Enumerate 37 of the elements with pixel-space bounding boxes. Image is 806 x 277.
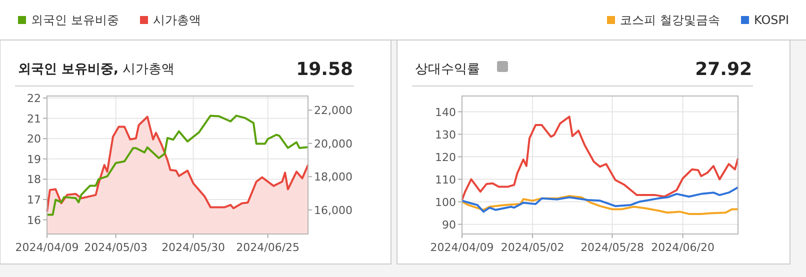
y-tick-label: 140 — [435, 106, 456, 119]
x-tick-label: 2024/04/09 — [430, 241, 494, 254]
y-tick-label: 22 — [27, 92, 41, 106]
y-tick-label: 130 — [435, 128, 456, 142]
line-series — [461, 186, 739, 213]
x-tick-label: 2024/04/09 — [15, 241, 79, 254]
y-tick-label: 21 — [27, 112, 41, 126]
y-tick-label: 90 — [442, 218, 456, 232]
legend-label: 시가총액 — [153, 13, 201, 27]
x-tick-label: 2024/06/20 — [651, 241, 715, 254]
y-tick-label: 19 — [27, 152, 41, 166]
y-tick-label: 110 — [435, 173, 456, 186]
text: 19.58 — [296, 59, 353, 80]
line-series — [461, 194, 739, 215]
y-tick-label: 16 — [27, 214, 41, 227]
y-tick-label: 120 — [435, 150, 456, 164]
y-tick-label: 100 — [435, 196, 456, 209]
y-tick-label: 17 — [27, 194, 41, 206]
y2-tick-label: 20,000 — [314, 137, 352, 150]
y-tick-label: 18 — [27, 173, 41, 186]
chart-title: 상대수익률 — [415, 62, 480, 77]
y2-tick-label: 16,000 — [314, 204, 352, 217]
y2-tick-label: 22,000 — [314, 104, 352, 118]
x-tick-label: 2024/05/03 — [84, 241, 148, 254]
legend-label: KOSPI — [754, 13, 790, 27]
x-tick-label: 2024/05/30 — [162, 241, 225, 254]
x-tick-label: 2024/05/28 — [580, 241, 644, 254]
legend-label: 외국인 보유비중 — [31, 13, 119, 27]
y2-tick-label: 18,000 — [314, 170, 352, 184]
text: 27.92 — [695, 59, 752, 80]
chart-title: 외국인 보유비중, 시가총액 — [18, 62, 175, 77]
x-tick-label: 2024/06/25 — [236, 241, 300, 254]
line-series — [46, 114, 309, 216]
y-tick-label: 20 — [27, 132, 41, 146]
x-tick-label: 2024/05/02 — [500, 241, 564, 254]
legend-label: 코스피 철강및금속 — [620, 13, 720, 27]
line-series — [461, 116, 739, 202]
